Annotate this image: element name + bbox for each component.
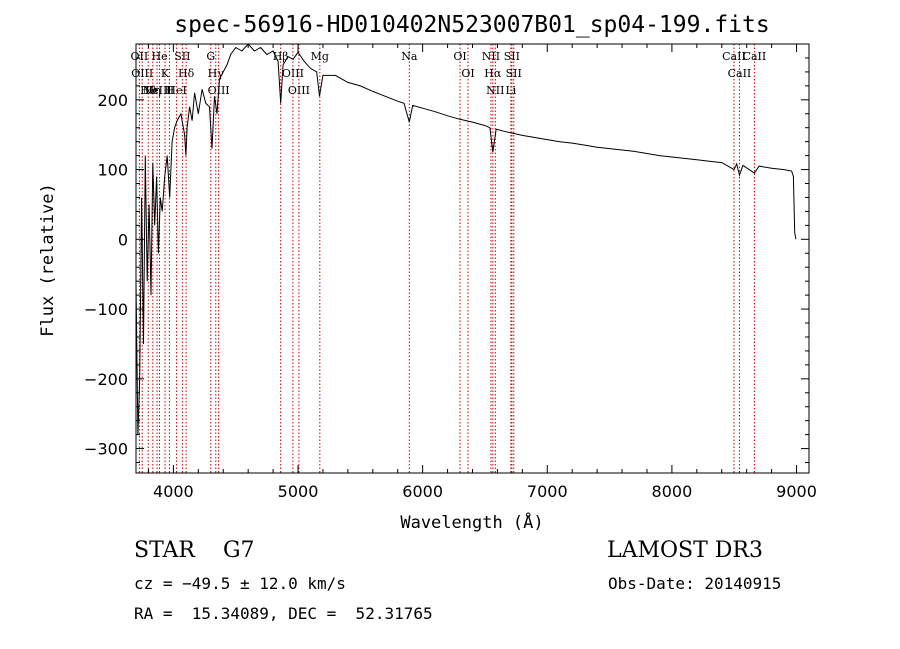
y-tick-label-200: 200: [97, 91, 128, 110]
line-label-26: SII: [506, 67, 522, 80]
line-label-16: OIII: [288, 84, 310, 97]
spectral-line-markers: [138, 44, 755, 473]
x-tick-label-4000: 4000: [153, 482, 194, 501]
line-label-22: Hα: [484, 67, 502, 80]
y-tick-label--200: −200: [84, 370, 128, 389]
x-tick-label-5000: 5000: [278, 482, 319, 501]
survey-label: LAMOST DR3: [607, 538, 763, 563]
object-class-label: STAR G7: [134, 538, 255, 563]
line-label-12: Hγ: [208, 67, 225, 80]
y-axis-label: Flux (relative): [38, 183, 58, 337]
line-label-9: SII: [174, 50, 190, 63]
line-label-2: Hθ: [140, 84, 157, 97]
line-label-25: SII: [504, 50, 520, 63]
line-label-4: NeIII: [142, 84, 171, 97]
line-label-28: CaII: [728, 67, 752, 80]
line-label-10: Hδ: [178, 67, 195, 80]
chart-title: spec-56916-HD010402N523007B01_sp04-199.f…: [174, 12, 769, 38]
x-axis: 4000 5000 6000 7000 8000 9000: [147, 44, 817, 501]
flux-series-line: [135, 43, 797, 435]
line-label-24: Li: [505, 84, 516, 97]
coordinates-readout: RA = 15.34089, DEC = 52.31765: [134, 604, 433, 623]
x-tick-label-6000: 6000: [402, 482, 443, 501]
x-tick-label-9000: 9000: [776, 482, 817, 501]
line-label-17: Mg: [311, 50, 329, 63]
obs-date-readout: Obs-Date: 20140915: [608, 574, 782, 593]
line-label-18: Na: [401, 50, 418, 63]
x-tick-label-7000: 7000: [527, 482, 568, 501]
line-label-8: HeI: [166, 84, 186, 97]
line-label-6: K: [161, 67, 170, 80]
y-tick-label-100: 100: [97, 161, 128, 180]
y-tick-label-0: 0: [118, 230, 128, 249]
x-tick-label-8000: 8000: [652, 482, 693, 501]
line-label-20: OI: [461, 67, 474, 80]
y-tick-label--300: −300: [84, 440, 128, 459]
line-label-0: OII: [131, 50, 149, 63]
plot-frame: [135, 43, 810, 474]
line-label-23: NII: [486, 84, 504, 97]
redshift-readout: cz = −49.5 ± 12.0 km/s: [134, 574, 346, 593]
line-label-7: H: [165, 84, 175, 97]
line-label-27: CaII: [722, 50, 746, 63]
line-label-29: CaII: [743, 50, 767, 63]
line-label-15: OIII: [282, 67, 304, 80]
x-axis-label: Wavelength (Å): [400, 511, 543, 533]
line-label-11: G: [206, 50, 215, 63]
line-label-1: OIII: [131, 67, 153, 80]
line-label-3: Hη: [145, 84, 161, 97]
line-label-19: OI: [453, 50, 466, 63]
y-tick-label--100: −100: [84, 300, 128, 319]
line-label-21: NII: [482, 50, 500, 63]
line-label-14: Hβ: [273, 50, 289, 63]
y-axis: −300 −200 −100 0 100 200: [84, 57, 809, 464]
line-label-5: He: [152, 50, 168, 63]
